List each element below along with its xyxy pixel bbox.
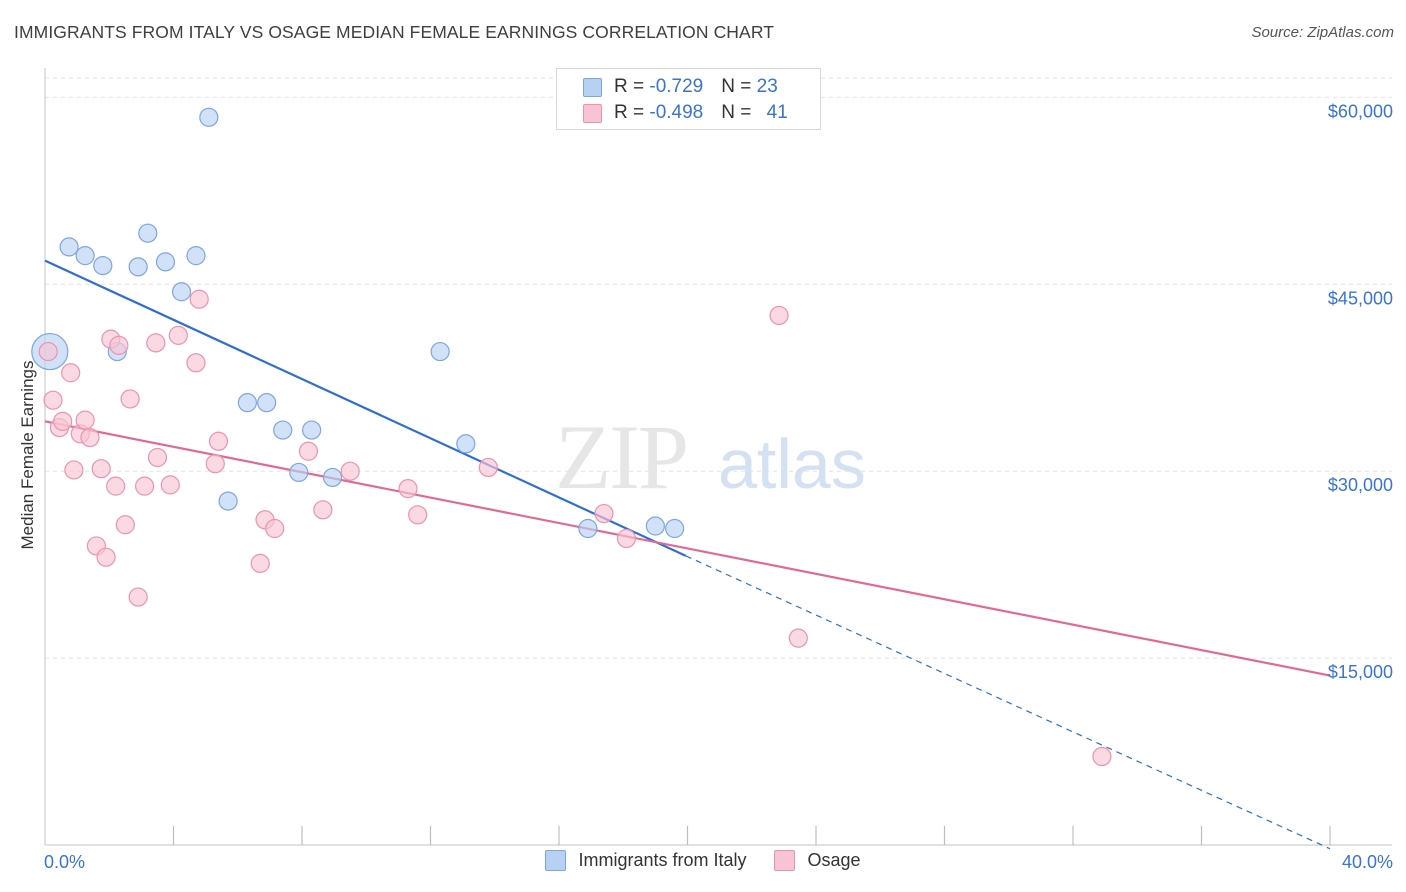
- osage-point: [75, 410, 95, 430]
- osage-point: [96, 547, 116, 567]
- italy-point: [218, 491, 238, 511]
- series-swatch-italy: [545, 850, 567, 871]
- y-tick-label: $30,000: [1328, 475, 1393, 495]
- osage-point: [189, 289, 209, 309]
- osage-point: [128, 587, 148, 607]
- point-layer: [31, 107, 1112, 767]
- italy-point: [199, 107, 219, 127]
- osage-point: [265, 518, 285, 539]
- osage-point: [53, 411, 73, 431]
- italy-point: [257, 393, 277, 413]
- italy-point: [59, 237, 79, 257]
- osage-point: [160, 475, 180, 495]
- italy-point: [322, 467, 343, 488]
- legend-swatch-osage: [583, 103, 602, 123]
- series-legend: Immigrants from Italy Osage: [0, 850, 1406, 871]
- osage-point: [788, 628, 808, 648]
- italy-point: [456, 434, 476, 454]
- osage-point: [43, 390, 63, 410]
- legend-row-osage: R = -0.498 N = 41: [583, 100, 788, 126]
- y-axis-title: Median Female Earnings: [18, 360, 37, 550]
- series-label-osage: Osage: [807, 850, 861, 870]
- italy-point: [128, 257, 148, 277]
- watermark-zip: ZIP: [555, 406, 687, 508]
- osage-point: [38, 341, 58, 362]
- y-tick-label: $15,000: [1328, 662, 1393, 682]
- osage-point: [340, 461, 360, 481]
- osage-point: [398, 479, 418, 499]
- italy-trend-line: [44, 259, 687, 557]
- legend-r-label: R =: [614, 76, 650, 97]
- chart-title: IMMIGRANTS FROM ITALY VS OSAGE MEDIAN FE…: [14, 22, 775, 42]
- watermark: ZIP atlas: [555, 406, 866, 508]
- osage-point: [134, 476, 155, 496]
- series-label-italy: Immigrants from Italy: [578, 850, 747, 870]
- legend-n-label: N =: [721, 76, 757, 97]
- italy-point: [171, 282, 192, 302]
- osage-point: [91, 459, 111, 479]
- osage-point: [298, 441, 319, 461]
- osage-point: [64, 460, 84, 480]
- osage-point: [408, 505, 428, 525]
- y-tick-labels: $15,000 $30,000 $45,000 $60,000: [1328, 101, 1393, 682]
- italy-point: [645, 516, 665, 536]
- axis-layer: [44, 68, 1392, 846]
- legend-row-italy: R = -0.729 N = 23: [583, 74, 778, 100]
- osage-point: [168, 325, 188, 345]
- osage-point: [250, 553, 270, 573]
- osage-point: [186, 353, 206, 373]
- italy-point: [665, 518, 685, 539]
- x-tick-label-max: 40.0%: [1341, 852, 1393, 872]
- series-legend-italy[interactable]: Immigrants from Italy: [545, 850, 746, 871]
- osage-point: [616, 528, 637, 549]
- osage-point: [61, 363, 81, 383]
- legend-n-value-italy: 23: [756, 76, 778, 97]
- correlation-legend: R = -0.729 N = 23 R = -0.498 N = 41: [556, 68, 821, 130]
- osage-point: [109, 335, 129, 355]
- series-legend-osage[interactable]: Osage: [774, 850, 861, 871]
- osage-point: [205, 454, 225, 474]
- legend-r-label: R =: [614, 102, 650, 123]
- italy-point: [578, 518, 598, 539]
- italy-point: [186, 246, 206, 266]
- italy-point: [155, 252, 176, 272]
- osage-point: [478, 457, 498, 478]
- italy-point: [289, 462, 309, 483]
- legend-n-value-osage: 41: [766, 102, 788, 123]
- y-tick-label: $60,000: [1328, 101, 1393, 121]
- osage-point: [80, 427, 100, 448]
- italy-point: [93, 255, 113, 276]
- italy-point: [302, 420, 322, 440]
- osage-point: [208, 431, 229, 451]
- osage-point: [769, 305, 789, 326]
- legend-r-value-italy: -0.729: [649, 76, 704, 97]
- x-tick-label-min: 0.0%: [44, 852, 86, 872]
- osage-trend-line: [44, 420, 1331, 677]
- italy-trend-extension: [685, 555, 1331, 850]
- osage-point: [147, 447, 168, 468]
- y-tick-label: $45,000: [1328, 288, 1393, 308]
- watermark-atlas: atlas: [718, 425, 866, 503]
- osage-point: [1092, 746, 1112, 767]
- legend-r-value-osage: -0.498: [649, 102, 704, 123]
- source-label: Source: ZipAtlas.com: [1251, 24, 1394, 41]
- series-swatch-osage: [774, 850, 796, 871]
- legend-n-label: N =: [721, 102, 757, 123]
- trend-layer: [44, 259, 1331, 850]
- legend-swatch-italy: [583, 77, 602, 97]
- italy-point: [430, 341, 450, 362]
- italy-point: [273, 420, 293, 440]
- osage-point: [594, 503, 614, 524]
- osage-point: [115, 515, 135, 535]
- italy-point: [75, 246, 95, 266]
- osage-point: [106, 476, 126, 496]
- osage-point: [146, 333, 166, 353]
- italy-point: [138, 223, 158, 243]
- italy-point: [237, 393, 257, 413]
- osage-point: [313, 500, 333, 520]
- osage-point: [120, 389, 140, 409]
